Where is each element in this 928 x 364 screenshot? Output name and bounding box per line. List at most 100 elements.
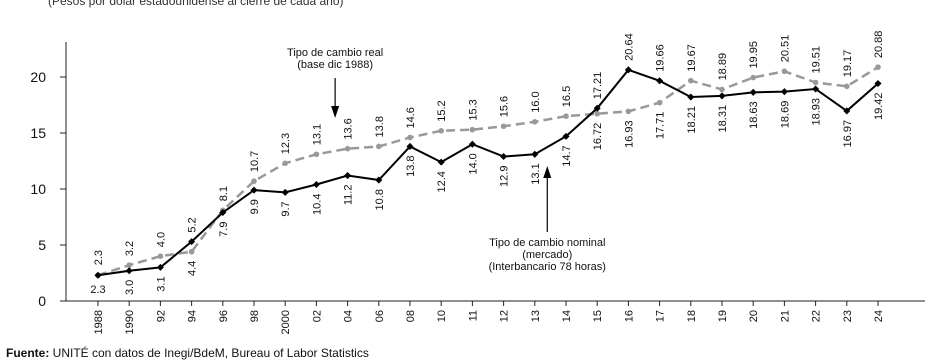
point-nominal [687, 93, 695, 101]
data-label-real: 15.6 [499, 96, 511, 117]
data-label-real: 8.1 [218, 186, 230, 201]
x-tick-label: 22 [811, 310, 823, 322]
point-nominal [375, 176, 383, 184]
data-label-real: 20.88 [873, 31, 885, 59]
point-real [532, 119, 538, 125]
annotation-nominal-text: Tipo de cambio nominal [489, 237, 605, 249]
x-tick-label: 04 [343, 310, 355, 322]
annotation-nominal-arrowhead [543, 166, 552, 178]
point-real [812, 79, 819, 86]
data-label-nominal: 12.4 [436, 171, 448, 192]
x-tick-label: 16 [623, 310, 635, 322]
point-real [469, 126, 476, 133]
data-label-nominal: 18.93 [811, 98, 823, 126]
data-label-real: 2.3 [93, 250, 105, 265]
point-real [344, 145, 351, 152]
data-label-nominal: 12.9 [499, 166, 511, 187]
x-tick-label: 92 [155, 310, 167, 322]
series-real-exchange-rate [95, 64, 881, 279]
point-nominal [94, 271, 102, 279]
point-nominal [874, 79, 882, 88]
data-label-real: 12.3 [280, 133, 292, 154]
data-label-nominal: 9.9 [249, 199, 261, 214]
point-real [282, 160, 289, 167]
point-real [313, 151, 320, 158]
point-nominal [281, 188, 289, 196]
point-nominal [437, 158, 445, 166]
series-line-nominal [97, 68, 879, 277]
point-real [875, 64, 881, 70]
point-real [126, 262, 132, 268]
point-nominal [344, 172, 352, 180]
point-nominal [500, 152, 508, 161]
data-label-nominal: 20.64 [623, 33, 635, 61]
point-nominal [531, 150, 539, 158]
point-nominal [468, 140, 476, 148]
data-label-nominal: 14.0 [467, 153, 479, 174]
data-label-real: 15.3 [467, 99, 479, 120]
data-label-nominal: 13.1 [530, 163, 542, 184]
data-label-real: 19.67 [686, 44, 698, 72]
x-tick-label: 23 [842, 310, 854, 322]
source-text: UNITÉ con datos de Inegi/BdeM, Bureau of… [49, 346, 369, 360]
x-tick-label: 1990 [124, 310, 136, 334]
annotation-real-arrowhead [331, 106, 340, 118]
point-nominal [843, 107, 851, 115]
data-label-nominal: 19.66 [655, 44, 667, 72]
point-real [781, 68, 788, 75]
annotation-nominal-text: (Interbancario 78 horas) [489, 261, 606, 273]
data-labels: 2.3 2.3 3.2 3.0 4.0 3.1 5.2 4.4 8.1 7.9 10.7 9.9 12.… [90, 31, 885, 297]
point-nominal [406, 142, 414, 150]
point-nominal [250, 186, 258, 194]
data-label-nominal: 7.9 [218, 222, 230, 237]
source-label: Fuente: [6, 346, 50, 360]
annotation-real-text: Tipo de cambio real [287, 47, 383, 59]
annotations: Tipo de cambio real(base dic 1988) Tipo d… [287, 47, 606, 273]
point-nominal [749, 88, 757, 96]
point-real [188, 248, 195, 255]
data-label-real: 13.8 [374, 116, 386, 137]
x-tick-label: 21 [779, 310, 791, 322]
data-label-nominal: 3.0 [124, 280, 136, 295]
point-nominal [312, 180, 320, 189]
point-real [844, 83, 850, 90]
point-nominal [156, 263, 164, 271]
data-label-nominal: 16.97 [842, 120, 854, 148]
x-tick-label: 12 [499, 310, 511, 322]
data-label-real: 16.0 [530, 91, 542, 112]
x-tick-label: 19 [717, 310, 729, 322]
x-tick-label: 24 [873, 310, 885, 322]
point-real [719, 86, 725, 93]
x-tick-label: 14 [561, 310, 573, 322]
data-label-real: 13.1 [311, 124, 323, 145]
point-nominal [656, 77, 664, 85]
series-nominal-exchange-rate [94, 66, 882, 279]
data-label-real: 19.95 [748, 41, 760, 69]
point-real [656, 99, 663, 106]
data-label-nominal: 18.31 [717, 105, 729, 133]
data-label-nominal: 13.8 [405, 155, 417, 176]
data-label-real: 18.89 [717, 53, 729, 81]
point-nominal [624, 66, 632, 74]
series-line-real [97, 66, 879, 277]
data-label-real: 16.93 [623, 120, 635, 148]
data-label-nominal: 3.1 [155, 276, 167, 291]
chart-subtitle: (Pesos por dólar estadounidense al cierr… [48, 0, 344, 8]
point-nominal [562, 132, 570, 140]
data-label-nominal: 18.21 [686, 106, 698, 134]
data-label-real: 3.2 [124, 241, 136, 256]
y-tick-label: 0 [38, 293, 46, 309]
data-label-nominal: 17.21 [592, 72, 604, 100]
data-label-real: 20.51 [779, 35, 791, 63]
data-label-nominal: 10.8 [374, 189, 386, 210]
y-tick-label: 15 [30, 125, 46, 141]
point-real [625, 108, 632, 115]
data-label-real: 15.2 [436, 100, 448, 121]
data-label-real: 19.51 [811, 46, 823, 74]
data-label-real: 13.6 [343, 118, 355, 139]
data-label-nominal: 9.7 [280, 201, 292, 216]
data-label-nominal: 5.2 [187, 217, 199, 232]
point-real [157, 253, 164, 259]
x-tick-label: 98 [249, 310, 261, 322]
x-tick-label: 02 [311, 310, 323, 322]
